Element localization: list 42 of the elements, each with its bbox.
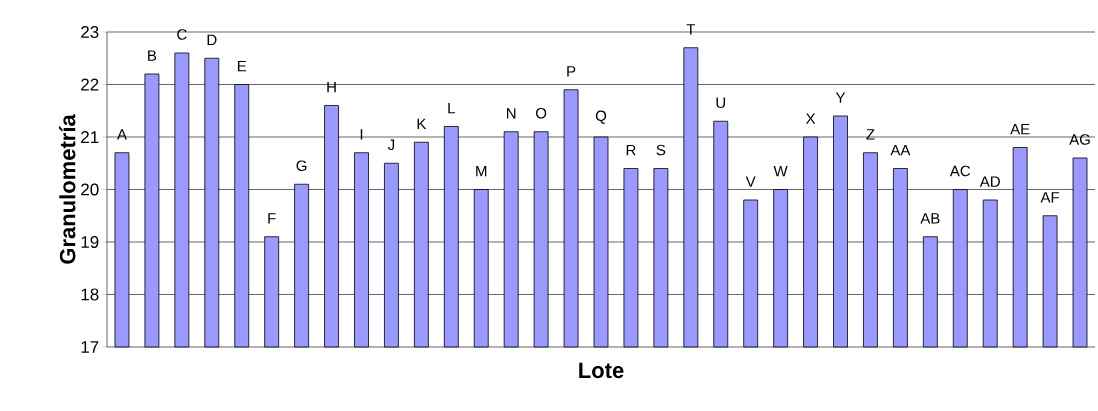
x-tick-label: R [626,144,636,156]
x-tick-label: Y [835,92,846,103]
x-tick-label: Z [866,129,875,140]
x-tick-label: O [536,107,547,119]
y-tick-label: 20 [81,183,99,196]
x-tick-label: T [686,24,696,35]
x-tick-label: AA [890,144,911,156]
x-tick-label: I [360,129,363,140]
y-tick-label: 17 [81,341,99,353]
x-tick-label: C [177,29,187,40]
x-tick-label: N [506,108,516,119]
x-tick-label: AB [920,213,940,224]
x-tick-label: AD [979,176,1000,187]
x-tick-label: K [417,118,427,130]
x-tick-label: E [237,60,247,72]
x-axis-title: Lote [579,362,624,379]
x-tick-label: G [296,160,307,172]
x-tick-label: AG [1069,134,1090,145]
y-axis-title: Granulometría [59,114,76,264]
x-tick-label: AC [949,165,971,177]
y-tick-label: 19 [81,235,99,249]
x-tick-label: P [567,66,576,77]
x-tick-label: S [656,144,666,156]
y-tick-label: 23 [81,25,99,39]
x-tick-label: A [117,129,127,140]
x-tick-label: M [476,165,487,177]
x-tick-label: H [327,81,336,93]
x-tick-label: L [448,102,455,114]
x-tick-label: AE [1010,123,1030,135]
y-tick-label: 22 [81,78,99,91]
x-tick-label: X [805,113,816,124]
x-tick-label: AF [1040,192,1060,203]
x-tick-label: U [716,97,726,109]
x-tick-label: V [745,176,756,187]
x-tick-label: J [387,139,395,151]
x-tick-label: B [148,50,157,61]
x-tick-label: D [207,34,217,46]
x-tick-label: Q [595,110,607,124]
y-tick-label: 18 [81,288,99,301]
x-tick-label: W [773,165,788,177]
y-tick-label: 21 [81,131,99,143]
x-tick-label: F [268,213,276,224]
